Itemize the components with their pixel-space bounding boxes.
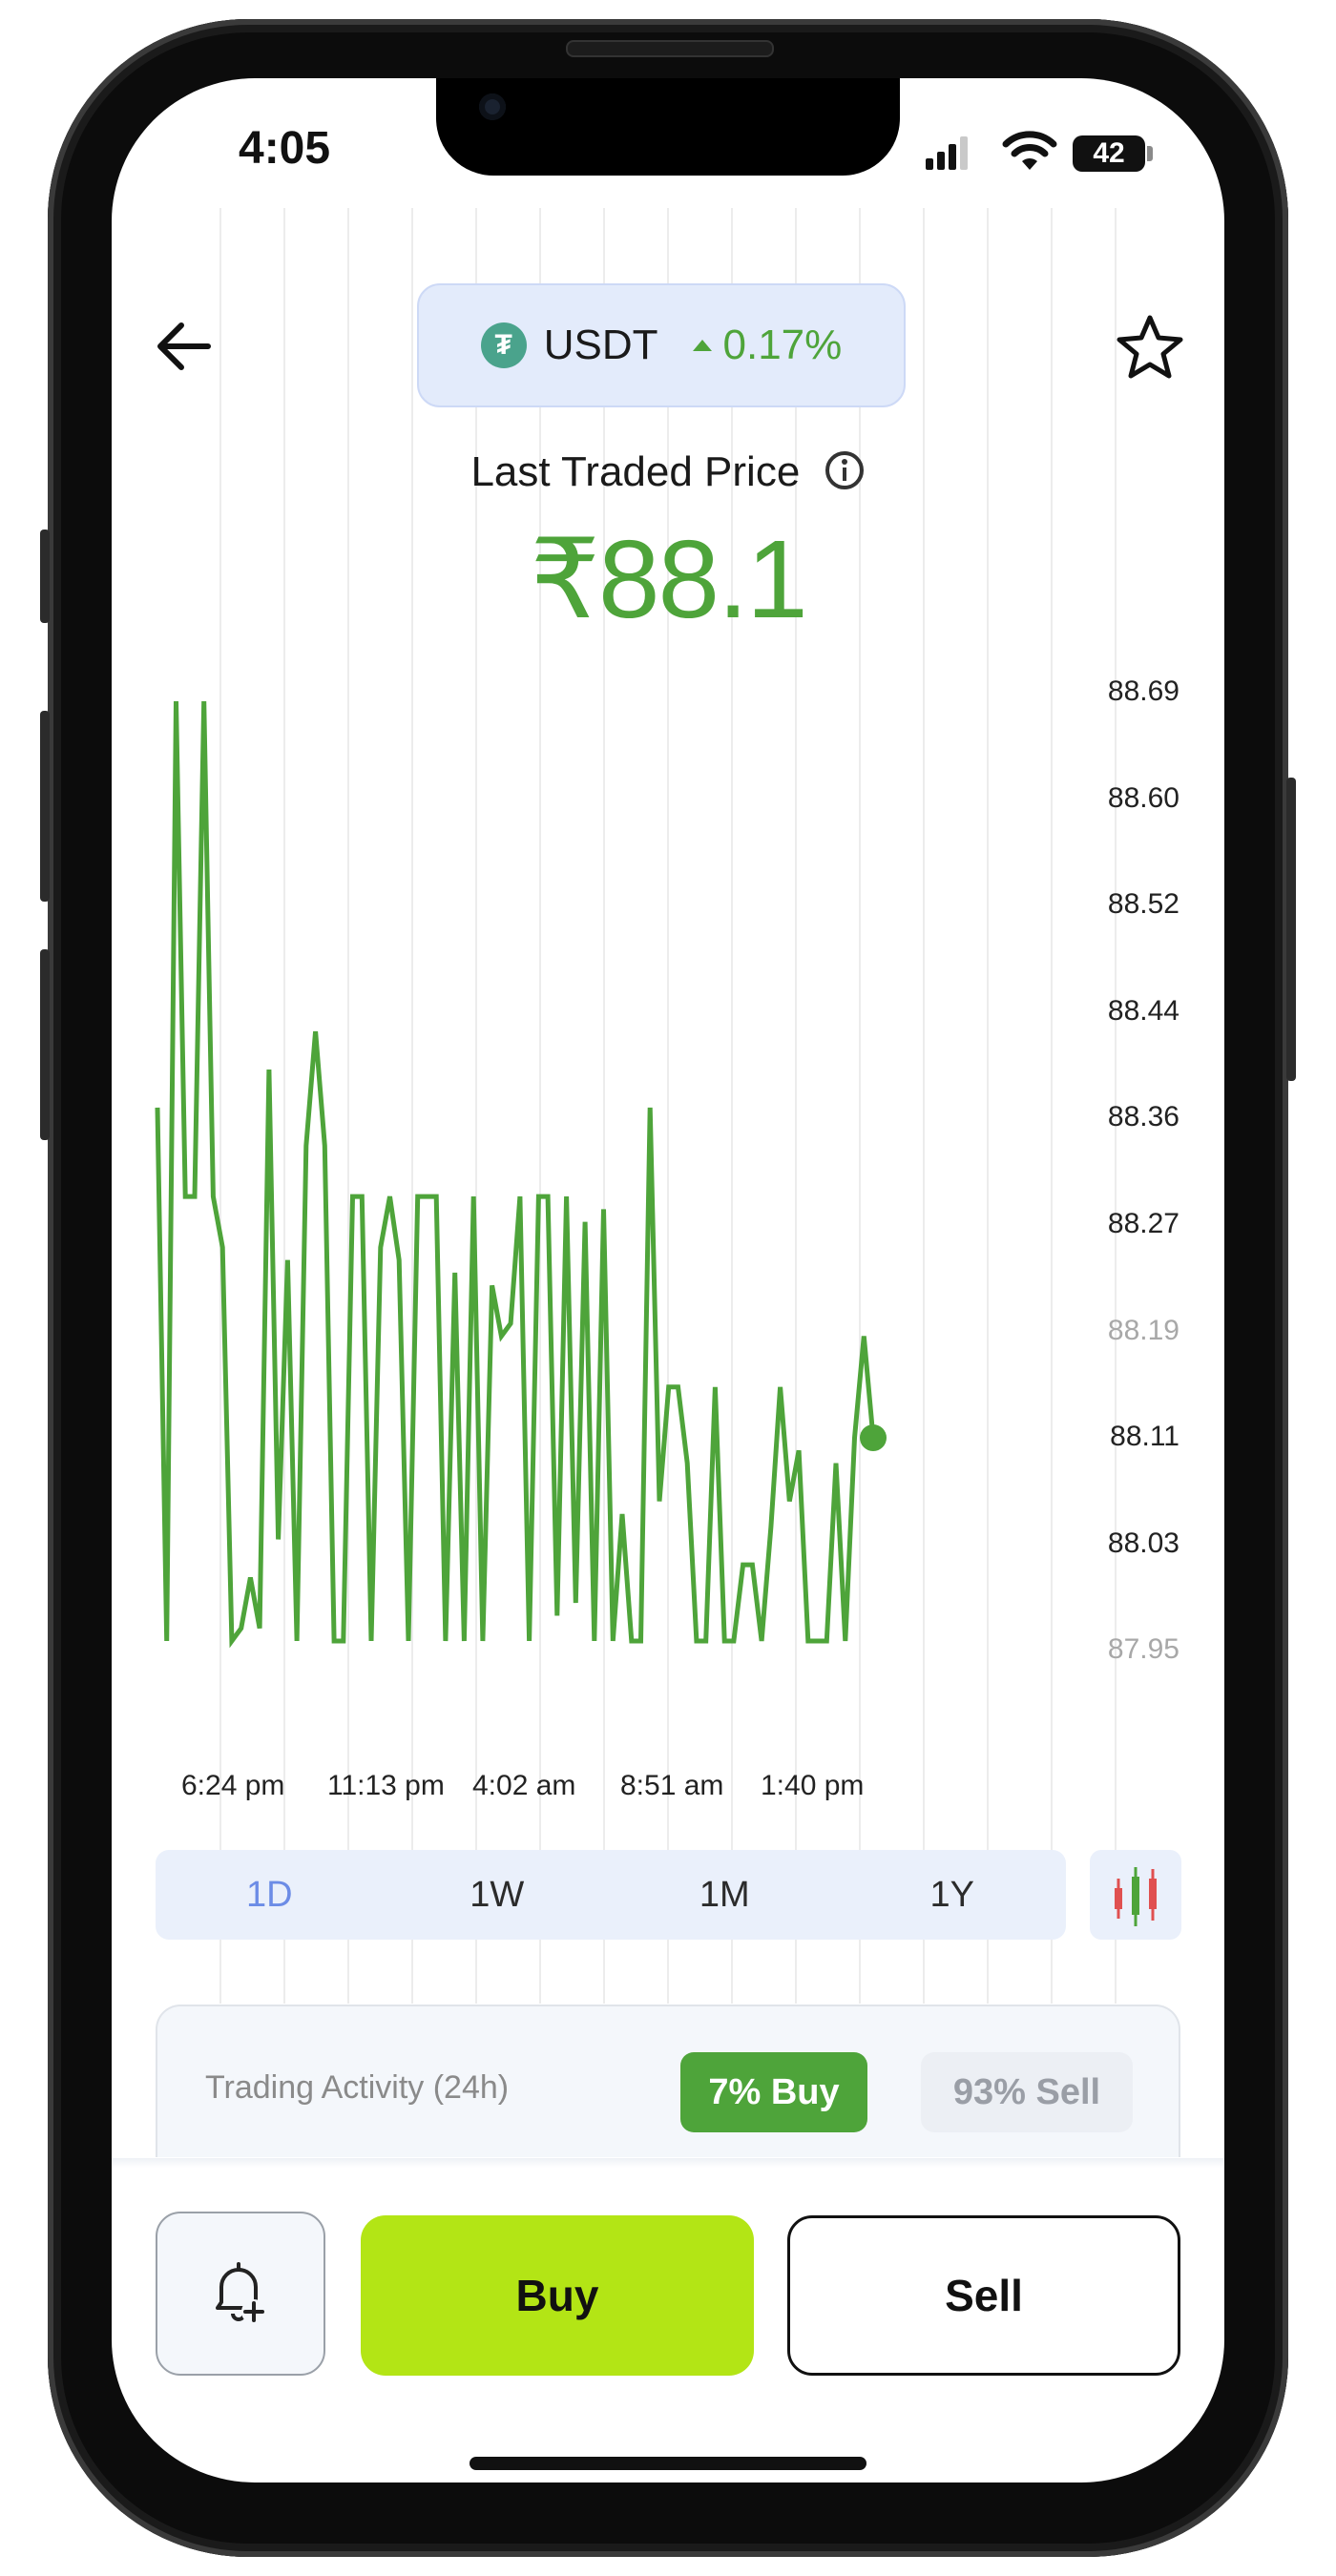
x-tick-label: 8:51 am [620,1770,724,1801]
sell-percent-badge: 93% Sell [921,2052,1133,2132]
battery-cap [1147,146,1153,161]
grid-line [1115,208,1117,2004]
grid-line [859,208,861,2004]
volume-down-button [40,949,50,1140]
mute-switch [40,530,50,623]
grid-line [987,208,989,2004]
grid-line [411,208,413,2004]
tab-1m[interactable]: 1M [699,1874,750,1915]
wifi-icon [1002,131,1057,170]
y-tick-label: 88.19 [1107,1314,1179,1346]
grid-line [475,208,477,2004]
price-series-line [155,700,876,1649]
bell-plus-icon [216,2262,266,2324]
grid-line [347,208,349,2004]
y-tick-label: 88.36 [1107,1101,1179,1133]
last-traded-price-label: Last Traded Price [470,448,801,495]
buy-percent-badge: 7% Buy [680,2052,867,2132]
x-tick-label: 6:24 pm [181,1770,285,1801]
battery-icon: 42 [1073,135,1145,172]
x-tick-label: 11:13 pm [327,1770,445,1801]
grid-line [283,208,285,2004]
range-selector: 1D 1W 1M 1Y [156,1850,1066,1940]
price-line-chart [155,700,887,1649]
up-triangle-icon [692,340,712,351]
star-icon[interactable] [1115,313,1185,382]
coin-header-pill[interactable]: ₮ USDT 0.17% [417,283,906,407]
battery-level: 42 [1093,137,1125,169]
divider [112,2158,1224,2168]
last-traded-price: ₹88.1 [530,517,808,641]
buy-button[interactable]: Buy [361,2215,754,2376]
grid-line [603,208,605,2004]
sell-button[interactable]: Sell [787,2215,1180,2376]
trading-activity-card: Trading Activity (24h) 7% Buy 93% Sell [156,2005,1180,2157]
trading-activity-label: Trading Activity (24h) [205,2069,510,2106]
grid-line [219,208,221,2004]
y-tick-label: 88.44 [1107,994,1179,1027]
candlestick-icon [1115,1867,1157,1926]
notch [436,78,900,176]
tab-1y[interactable]: 1Y [929,1874,974,1915]
tether-coin-icon: ₮ [480,322,527,368]
y-tick-label: 88.69 [1107,675,1179,707]
front-camera [479,93,506,120]
x-tick-label: 1:40 pm [761,1770,865,1801]
last-traded-price-row: Last Traded Price [0,448,1336,496]
info-icon[interactable] [824,449,866,491]
grid-line [731,208,733,2004]
grid-line [539,208,541,2004]
y-tick-label: 88.27 [1107,1208,1179,1239]
home-indicator[interactable] [470,2457,866,2470]
last-price-marker [860,1424,887,1452]
coin-symbol: USDT [543,322,658,368]
y-tick-label: 87.95 [1107,1633,1179,1666]
grid-line [923,208,925,2004]
tab-1w[interactable]: 1W [470,1874,525,1915]
price-alert-button[interactable] [156,2212,325,2376]
back-arrow-icon[interactable] [153,315,216,378]
change-percent: 0.17% [722,322,843,368]
signal-icon [926,136,968,170]
x-tick-label: 4:02 am [472,1770,576,1801]
grid-line [795,208,797,2004]
y-tick-label: 88.60 [1107,781,1179,814]
grid-line [1051,208,1053,2004]
status-time: 4:05 [239,123,331,174]
y-tick-label: 88.11 [1110,1421,1179,1453]
tab-1d[interactable]: 1D [245,1874,293,1915]
y-tick-label: 88.52 [1107,888,1179,921]
candlestick-toggle-button[interactable] [1090,1850,1181,1940]
grid-line [667,208,669,2004]
power-button [1286,778,1296,1081]
speaker-grille [566,40,774,57]
y-tick-label: 88.03 [1107,1527,1179,1559]
volume-up-button [40,711,50,902]
